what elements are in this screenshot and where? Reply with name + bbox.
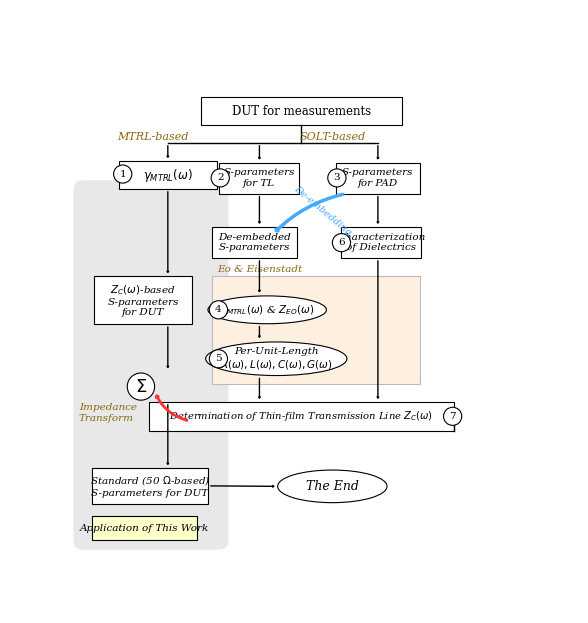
- FancyBboxPatch shape: [212, 276, 420, 384]
- FancyBboxPatch shape: [74, 180, 228, 549]
- Text: $\gamma_{MTRL}(\omega)$ & $Z_{EO}(\omega)$: $\gamma_{MTRL}(\omega)$ & $Z_{EO}(\omega…: [220, 303, 315, 317]
- FancyBboxPatch shape: [94, 276, 192, 324]
- Text: The End: The End: [306, 480, 359, 493]
- Text: 5: 5: [215, 354, 222, 363]
- Text: Application of This Work: Application of This Work: [79, 523, 209, 533]
- Ellipse shape: [208, 296, 326, 324]
- Ellipse shape: [113, 165, 132, 183]
- Text: De-embedding: De-embedding: [292, 184, 353, 237]
- Text: S-parameters
for PAD: S-parameters for PAD: [342, 168, 413, 188]
- Text: Determination of Thin-film Transmission Line $Z_C(\omega)$: Determination of Thin-film Transmission …: [169, 409, 433, 423]
- Text: SOLT-based: SOLT-based: [300, 132, 366, 142]
- FancyBboxPatch shape: [149, 402, 454, 430]
- Text: 1: 1: [119, 169, 126, 179]
- FancyBboxPatch shape: [336, 163, 420, 194]
- Text: 6: 6: [338, 238, 345, 247]
- FancyBboxPatch shape: [219, 163, 299, 194]
- Text: 2: 2: [217, 173, 223, 183]
- Text: MTRL-based: MTRL-based: [118, 132, 189, 142]
- Text: Impedance
Transform: Impedance Transform: [79, 403, 137, 422]
- Ellipse shape: [278, 470, 387, 503]
- Ellipse shape: [332, 234, 350, 252]
- Ellipse shape: [206, 342, 347, 376]
- Text: Per-Unit-Length
$R(\omega), L(\omega), C(\omega), G(\omega)$: Per-Unit-Length $R(\omega), L(\omega), C…: [220, 347, 332, 371]
- Ellipse shape: [211, 169, 229, 187]
- Text: $Z_C(\omega)$-based
S-parameters
for DUT: $Z_C(\omega)$-based S-parameters for DUT: [107, 283, 179, 318]
- Text: 7: 7: [449, 412, 456, 421]
- FancyBboxPatch shape: [92, 468, 208, 504]
- Text: Standard (50 $\Omega$-based)
S-parameters for DUT: Standard (50 $\Omega$-based) S-parameter…: [89, 475, 210, 498]
- Ellipse shape: [127, 373, 155, 400]
- FancyBboxPatch shape: [119, 161, 217, 189]
- Text: DUT for measurements: DUT for measurements: [232, 105, 371, 118]
- Ellipse shape: [209, 350, 228, 368]
- Ellipse shape: [443, 407, 462, 426]
- Text: De-embedded
S-parameters: De-embedded S-parameters: [218, 233, 291, 252]
- FancyBboxPatch shape: [342, 227, 421, 258]
- Ellipse shape: [328, 169, 346, 187]
- FancyBboxPatch shape: [212, 227, 297, 258]
- Text: $\gamma_{MTRL}(\omega)$: $\gamma_{MTRL}(\omega)$: [143, 166, 193, 184]
- Text: Eo & Eisenstadt: Eo & Eisenstadt: [217, 265, 302, 273]
- Text: 3: 3: [333, 173, 340, 183]
- Text: Characterization
of Dielectrics: Characterization of Dielectrics: [337, 233, 426, 252]
- Text: 4: 4: [215, 305, 222, 315]
- Text: S-parameters
for TL: S-parameters for TL: [223, 168, 295, 188]
- Ellipse shape: [209, 301, 228, 319]
- Text: $\Sigma$: $\Sigma$: [135, 378, 147, 396]
- FancyBboxPatch shape: [201, 97, 402, 125]
- FancyBboxPatch shape: [92, 516, 196, 540]
